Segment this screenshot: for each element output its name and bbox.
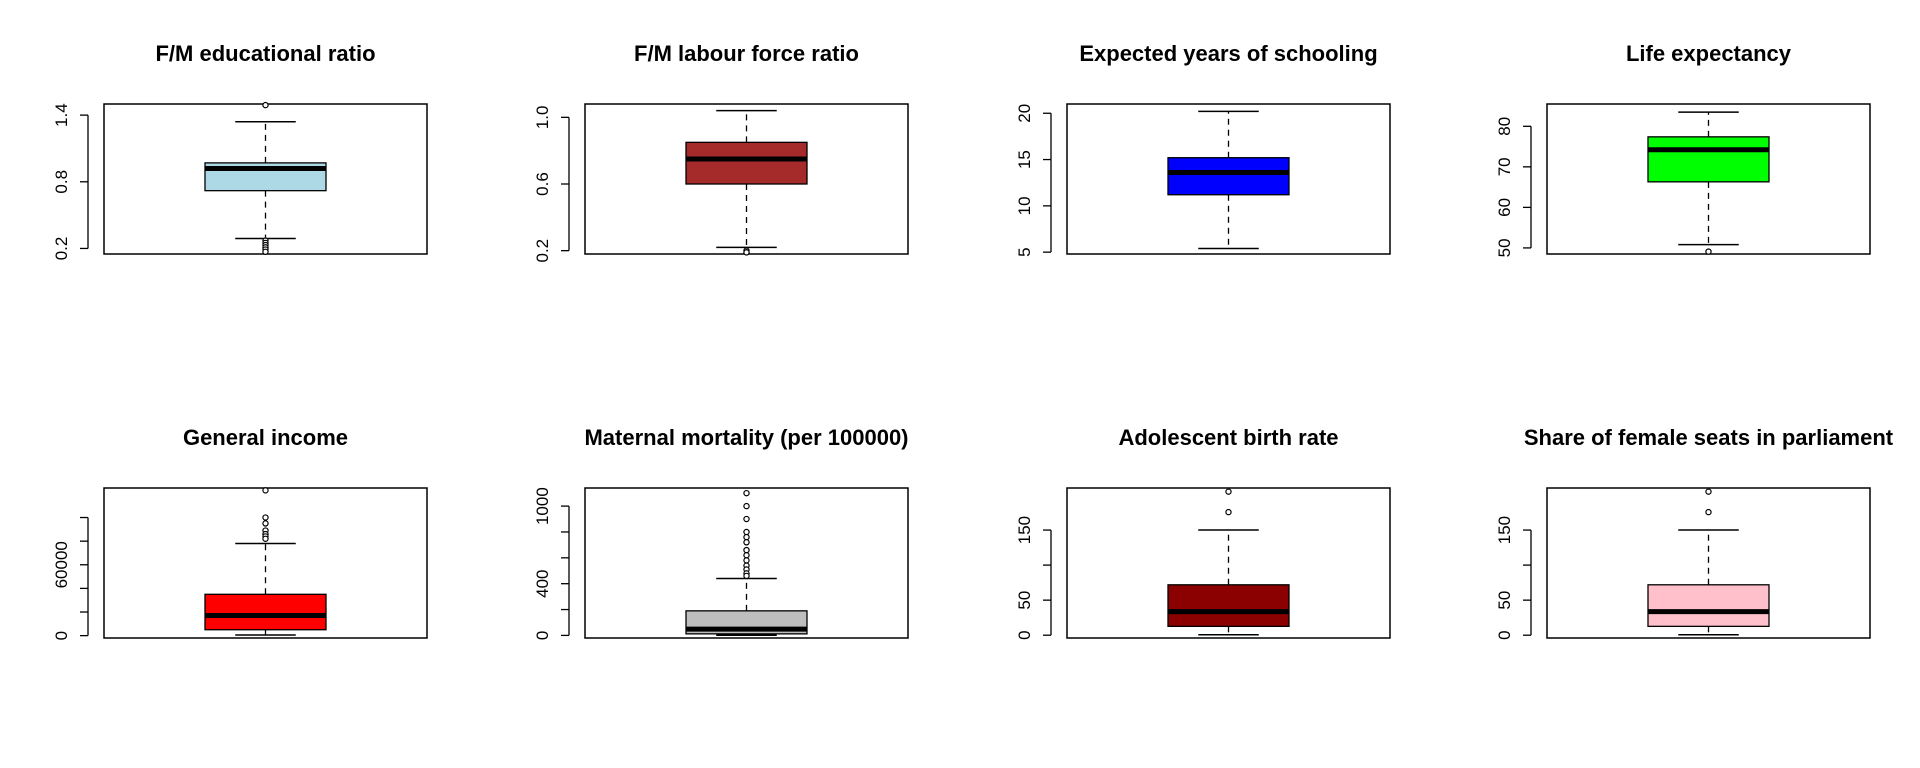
y-tick-label: 1000 [533,487,552,525]
outlier-point [262,514,269,521]
plot-frame [584,487,909,639]
box-iqr [1167,157,1290,196]
outlier-point [1225,488,1232,495]
panel-title: Adolescent birth rate [1118,425,1338,450]
outlier-point [262,101,269,109]
plot-frame [1066,487,1391,639]
outlier-point [743,515,750,523]
y-tick-label: 10 [1015,196,1034,215]
outlier-point [1225,508,1232,516]
panel-title: Life expectancy [1626,41,1792,66]
box-iqr [204,593,327,631]
y-tick-label: 50 [1015,591,1034,610]
panel-title: F/M educational ratio [155,41,375,66]
outlier-point [743,502,750,510]
outlier-point [262,248,269,255]
outlier-point [1705,508,1712,516]
y-tick-label: 0 [1015,630,1034,639]
outlier-point [262,520,269,527]
panel-title: General income [183,425,348,450]
panel-title: Expected years of schooling [1079,41,1377,66]
outlier-point [1705,488,1712,495]
boxplot-panel: Expected years of schooling 5 10 15 20 [1015,41,1391,257]
box-iqr [685,141,808,185]
y-tick-label: 60000 [52,541,71,588]
outlier-point [1705,248,1712,255]
box-iqr [1647,584,1770,628]
y-tick-label: 150 [1495,516,1514,544]
panel-title: Maternal mortality (per 100000) [584,425,908,450]
outlier-point [743,552,750,559]
y-tick-label: 0 [533,631,552,640]
y-tick-label: 1.4 [52,103,71,127]
outlier-point [743,546,750,554]
y-tick-label: 0 [1495,630,1514,639]
plot-frame [1066,103,1391,255]
panel-title: F/M labour force ratio [634,41,859,66]
y-tick-label: 1.0 [533,106,552,130]
boxplot-panel: Share of female seats in parliament 0 50 15… [1495,425,1894,640]
boxplot-panel: F/M educational ratio 0.2 0.8 1.4 [52,41,428,261]
box-iqr [1647,136,1770,183]
boxplot-panel: General income 0 60000 [52,425,428,640]
y-tick-label: 0.2 [533,239,552,263]
y-tick-label: 0.8 [52,170,71,194]
y-tick-label: 20 [1015,104,1034,123]
boxplot-panel: F/M labour force ratio 0.2 0.6 1.0 [533,41,909,263]
y-tick-label: 0.6 [533,172,552,196]
y-tick-label: 70 [1495,157,1514,176]
outlier-point [743,249,750,256]
y-tick-label: 15 [1015,150,1034,169]
panel-title: Share of female seats in parliament [1524,425,1894,450]
y-tick-label: 0.2 [52,237,71,261]
box-iqr [1167,584,1290,628]
boxplot-panel: Adolescent birth rate 0 50 150 [1015,425,1391,640]
outlier-point [262,487,269,494]
boxplot-panel: Life expectancy 50 60 70 80 [1495,41,1871,257]
outlier-point [743,528,750,536]
outlier-point [743,489,750,497]
y-tick-label: 80 [1495,117,1514,136]
y-tick-label: 0 [52,631,71,640]
outlier-point [743,533,750,541]
y-tick-label: 5 [1015,247,1034,256]
y-tick-label: 150 [1015,516,1034,544]
y-tick-label: 60 [1495,198,1514,217]
outlier-point [743,539,750,546]
outlier-point [743,557,750,564]
outlier-point [262,535,269,542]
y-tick-label: 50 [1495,238,1514,257]
boxplot-panel: Maternal mortality (per 100000) 0 400 1000 [533,425,909,640]
outlier-point [743,572,750,580]
plot-frame [1546,487,1871,639]
y-tick-label: 400 [533,570,552,598]
y-tick-label: 50 [1495,591,1514,610]
